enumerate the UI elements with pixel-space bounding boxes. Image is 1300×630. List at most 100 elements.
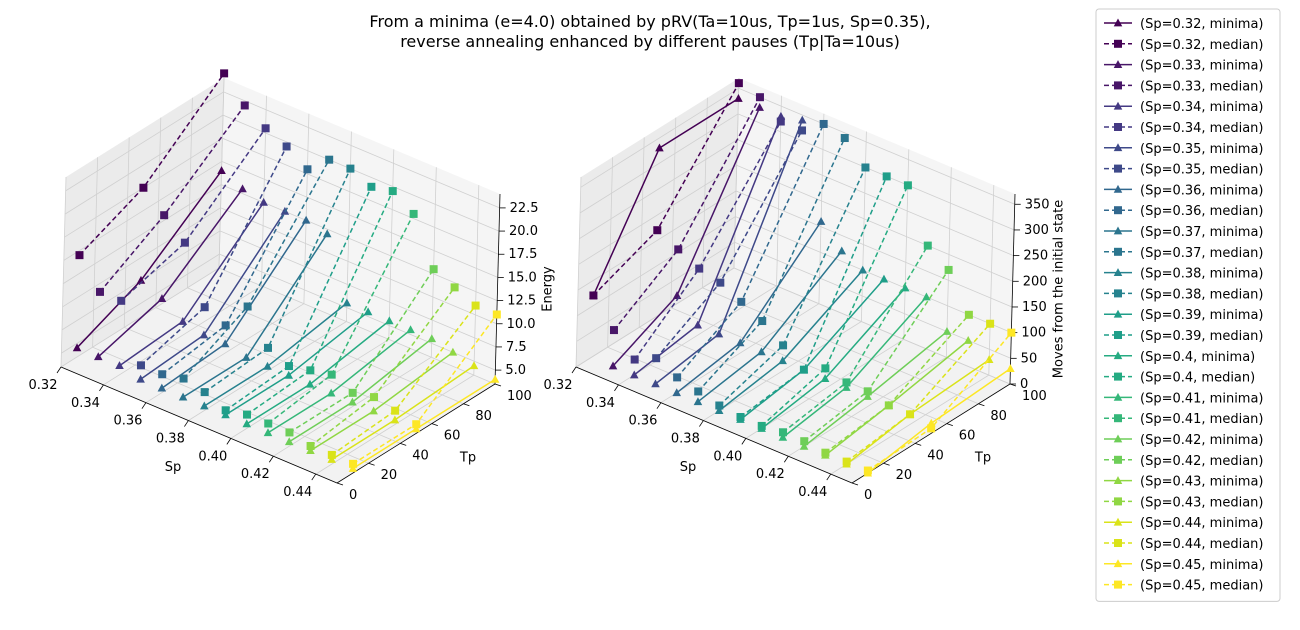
- y-tick-label: 80: [475, 409, 492, 424]
- x-tick-label: 0.42: [756, 467, 785, 482]
- point-triangle: [342, 298, 352, 307]
- legend-label: (Sp=0.35, median): [1140, 163, 1263, 178]
- y-axis-label: Tp: [459, 451, 476, 466]
- point-triangle: [221, 410, 230, 419]
- point-square: [348, 388, 357, 397]
- legend-label: (Sp=0.44, minima): [1140, 516, 1264, 531]
- legend-triangle-marker: [1113, 184, 1123, 193]
- y-tick: [915, 443, 922, 446]
- grid-z: [64, 137, 499, 255]
- x-tick: [699, 420, 704, 427]
- series-sp-0.45-minima: [348, 374, 500, 472]
- y-tick-label: 0: [864, 488, 872, 503]
- z-tick-label: 10.0: [507, 317, 536, 332]
- point-triangle: [1006, 364, 1015, 372]
- series-sp-0.40-minima: [242, 316, 394, 428]
- legend-triangle-marker: [1113, 392, 1123, 401]
- series-sp-0.37-median: [179, 155, 334, 383]
- z-tick-label: 20.0: [509, 224, 538, 239]
- legend-entry: (Sp=0.43, minima): [1104, 475, 1264, 490]
- point-square: [429, 265, 438, 274]
- legend-label: (Sp=0.39, minima): [1140, 308, 1264, 323]
- point-square: [306, 441, 315, 450]
- x-tick-label: 0.36: [628, 414, 657, 429]
- z-tick-label: 250: [1023, 249, 1048, 264]
- series-sp-0.33-median: [95, 101, 249, 296]
- point-triangle: [178, 392, 188, 401]
- legend-entry: (Sp=0.32, median): [1104, 38, 1263, 53]
- legend-triangle-marker: [1113, 309, 1123, 318]
- legend-label: (Sp=0.33, median): [1140, 79, 1263, 94]
- legend-entry: (Sp=0.35, minima): [1104, 142, 1264, 157]
- legend-label: (Sp=0.36, median): [1140, 204, 1263, 219]
- point-square: [282, 142, 291, 151]
- y-tick-label: 60: [959, 429, 976, 444]
- series-sp-0.43-median: [306, 283, 459, 450]
- point-square: [264, 419, 273, 428]
- z-tick-label: 5.0: [505, 363, 526, 378]
- point-triangle: [714, 329, 724, 338]
- series-line-median: [225, 186, 373, 411]
- legend-triangle-marker: [1113, 143, 1123, 152]
- legend-entry: (Sp=0.35, median): [1104, 163, 1263, 178]
- point-square: [798, 126, 807, 135]
- point-triangle: [755, 102, 764, 111]
- series-sp-0.40-median: [757, 181, 912, 430]
- series-sp-0.35-minima: [651, 115, 807, 388]
- grid-z: [65, 91, 500, 209]
- point-triangle: [284, 437, 294, 446]
- y-tick: [336, 482, 344, 486]
- series-line-median: [824, 314, 970, 454]
- series-line-median: [120, 127, 267, 302]
- point-triangle: [306, 446, 315, 454]
- legend-square-marker: [1114, 414, 1122, 423]
- legend-label: (Sp=0.4, median): [1140, 371, 1255, 386]
- z-tick-label: 350: [1025, 197, 1050, 212]
- point-square: [589, 291, 598, 300]
- point-square: [391, 406, 400, 415]
- series-sp-0.42-minima: [284, 334, 437, 446]
- data-series: [589, 79, 1016, 477]
- point-square: [906, 410, 915, 419]
- series-line-median: [613, 96, 761, 331]
- x-tick: [311, 473, 317, 481]
- series-sp-0.34-minima: [115, 197, 268, 370]
- legend-triangle-marker: [1113, 351, 1123, 360]
- point-triangle: [820, 374, 830, 382]
- point-triangle: [390, 415, 400, 424]
- point-square: [821, 448, 830, 457]
- point-square: [388, 187, 397, 196]
- legend-label: (Sp=0.42, minima): [1140, 433, 1264, 448]
- series-sp-0.39-median: [736, 172, 891, 421]
- y-tick-label: 60: [444, 429, 461, 444]
- legend-triangle-marker: [1113, 101, 1123, 110]
- series-line-median: [246, 190, 394, 416]
- legend-label: (Sp=0.41, minima): [1140, 391, 1264, 406]
- z-axis-line: [1009, 193, 1016, 385]
- series-sp-0.43-minima: [306, 347, 458, 454]
- series-line-median: [846, 323, 991, 463]
- y-tick-label: 40: [927, 448, 944, 463]
- grid-z: [580, 87, 1015, 205]
- series-line-median: [331, 305, 477, 456]
- series-line-median: [140, 146, 288, 366]
- point-triangle: [608, 361, 618, 370]
- point-square: [327, 370, 336, 379]
- point-square: [370, 393, 379, 402]
- point-square: [303, 165, 312, 174]
- point-square: [840, 134, 849, 143]
- x-tick: [268, 456, 274, 463]
- x-tick-label: 0.44: [798, 485, 827, 500]
- series-sp-0.37-median: [694, 134, 849, 396]
- point-square: [200, 388, 209, 397]
- point-triangle: [263, 361, 272, 370]
- legend-label: (Sp=0.32, minima): [1140, 17, 1264, 32]
- point-triangle: [778, 432, 788, 441]
- point-square: [863, 387, 872, 396]
- point-square: [882, 172, 891, 181]
- x-tick-label: 0.42: [241, 467, 270, 482]
- legend-square-marker: [1114, 247, 1122, 256]
- x-axis-label: Sp: [680, 460, 697, 475]
- legend-label: (Sp=0.39, median): [1140, 329, 1263, 344]
- series-sp-0.34-median: [630, 117, 785, 364]
